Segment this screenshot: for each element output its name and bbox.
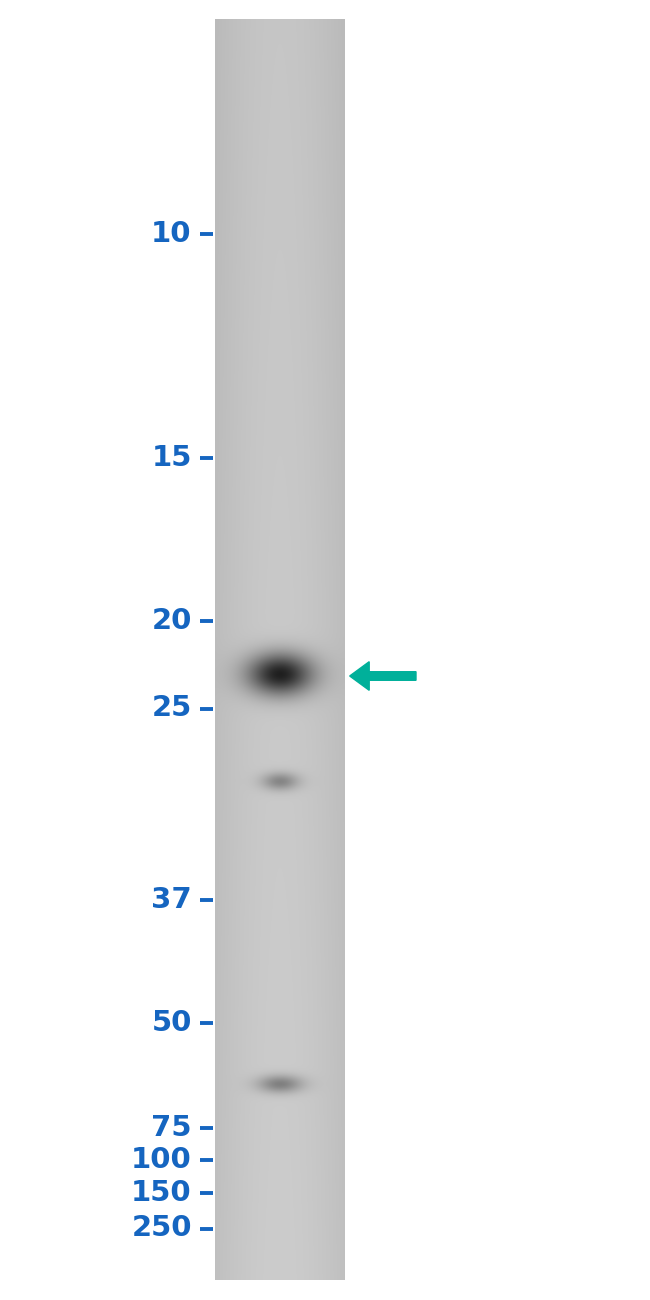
Text: 20: 20	[151, 607, 192, 636]
Text: 50: 50	[151, 1009, 192, 1037]
Text: 75: 75	[151, 1114, 192, 1143]
Text: 100: 100	[131, 1145, 192, 1174]
Text: 10: 10	[151, 220, 192, 248]
Text: 25: 25	[151, 694, 192, 723]
FancyArrow shape	[350, 662, 416, 690]
Text: 250: 250	[131, 1214, 192, 1243]
Text: 15: 15	[151, 443, 192, 472]
Text: 37: 37	[151, 885, 192, 914]
Text: 150: 150	[131, 1179, 192, 1208]
